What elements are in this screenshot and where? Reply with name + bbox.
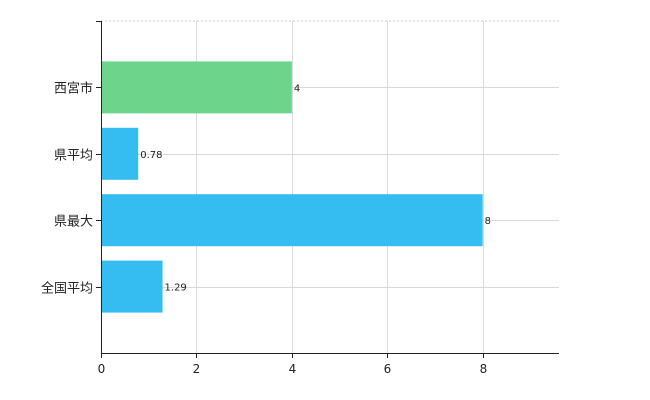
data-label: 4 <box>294 83 300 94</box>
x-tick-label: 6 <box>384 362 392 376</box>
bar <box>102 260 163 313</box>
data-label: 0.78 <box>140 150 162 161</box>
x-tick-label: 8 <box>480 362 488 376</box>
bars <box>102 61 483 313</box>
x-tick-label: 4 <box>289 362 297 376</box>
x-tick-label: 0 <box>98 362 106 376</box>
axes <box>96 21 559 358</box>
bar <box>102 127 139 180</box>
bar <box>102 61 292 114</box>
bar <box>102 194 483 247</box>
category-label: 西宮市 <box>54 81 93 97</box>
category-label: 県最大 <box>54 215 93 230</box>
category-label: 県平均 <box>54 149 93 164</box>
data-label: 8 <box>485 216 491 227</box>
x-tick-label: 2 <box>193 362 201 376</box>
data-label: 1.29 <box>165 283 187 294</box>
category-label: 全国平均 <box>41 281 93 297</box>
